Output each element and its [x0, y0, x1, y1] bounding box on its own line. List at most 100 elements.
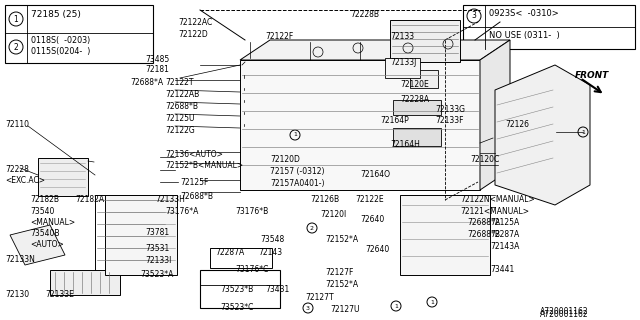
Bar: [200, 270, 280, 308]
Text: 72125F: 72125F: [180, 178, 209, 187]
Text: A720001162: A720001162: [540, 307, 589, 316]
Text: 72127T: 72127T: [305, 293, 333, 302]
Text: 72136<AUTO>: 72136<AUTO>: [165, 150, 223, 159]
Text: <MANUAL>: <MANUAL>: [30, 218, 75, 227]
Text: 72182B: 72182B: [30, 195, 59, 204]
Text: 0923S<  -0310>: 0923S< -0310>: [489, 9, 559, 18]
Text: 72688*A: 72688*A: [467, 218, 500, 227]
Text: 72133N: 72133N: [5, 255, 35, 264]
Text: 72228: 72228: [5, 165, 29, 174]
Text: 73523*C: 73523*C: [220, 303, 253, 312]
Bar: [385, 58, 420, 78]
Text: 72122G: 72122G: [165, 126, 195, 135]
Text: 72164P: 72164P: [380, 116, 409, 125]
Text: 73531: 73531: [145, 244, 169, 253]
Bar: [5, 5, 153, 63]
Text: 73485: 73485: [145, 55, 169, 64]
Text: 73523*A: 73523*A: [140, 270, 173, 279]
Text: 72120C: 72120C: [470, 155, 499, 164]
Text: 73548: 73548: [260, 235, 284, 244]
Bar: [393, 128, 441, 146]
Text: 72126: 72126: [505, 120, 529, 129]
Text: 1: 1: [394, 303, 398, 308]
Text: 72688*B: 72688*B: [165, 102, 198, 111]
Text: NO USE (0311-  ): NO USE (0311- ): [489, 31, 560, 40]
Text: 1: 1: [13, 14, 19, 23]
Text: 1: 1: [581, 130, 585, 134]
Text: 72152*A: 72152*A: [325, 280, 358, 289]
Bar: [38, 158, 88, 196]
Text: 72125A: 72125A: [490, 218, 519, 227]
Text: 72110: 72110: [5, 120, 29, 129]
Bar: [390, 20, 460, 62]
Bar: [393, 100, 441, 115]
Text: 72688*B: 72688*B: [180, 192, 213, 201]
Text: 1: 1: [293, 132, 297, 138]
Text: 72122AB: 72122AB: [165, 90, 199, 99]
Text: 2: 2: [310, 226, 314, 230]
Bar: [95, 195, 167, 275]
Text: 72122F: 72122F: [265, 32, 293, 41]
Text: 72157A0401-): 72157A0401-): [270, 179, 324, 188]
Text: 73431: 73431: [265, 285, 289, 294]
Polygon shape: [240, 60, 480, 190]
Text: 72182A: 72182A: [75, 195, 104, 204]
Text: 73441: 73441: [490, 265, 515, 274]
Bar: [400, 195, 490, 275]
Text: 72126B: 72126B: [310, 195, 339, 204]
Text: 72640: 72640: [365, 245, 389, 254]
Text: 72120D: 72120D: [270, 155, 300, 164]
Text: 0115S(0204-  ): 0115S(0204- ): [31, 47, 90, 56]
Bar: [210, 248, 272, 268]
Text: 72133F: 72133F: [435, 116, 463, 125]
Text: 72130: 72130: [5, 290, 29, 299]
Text: 72181: 72181: [145, 65, 169, 74]
Text: 72688*B: 72688*B: [467, 230, 500, 239]
Text: 73176*C: 73176*C: [235, 265, 268, 274]
Text: 72640: 72640: [360, 215, 384, 224]
Text: 72228B: 72228B: [350, 10, 379, 19]
Text: 72133H: 72133H: [155, 195, 185, 204]
Text: 72143A: 72143A: [490, 242, 520, 251]
Text: 72122E: 72122E: [355, 195, 383, 204]
Text: 72143: 72143: [258, 248, 282, 257]
Text: 72287A: 72287A: [215, 248, 244, 257]
Text: 72688*A: 72688*A: [130, 78, 163, 87]
Text: 73523*B: 73523*B: [220, 285, 253, 294]
Text: 72127U: 72127U: [330, 305, 360, 314]
Text: 72133E: 72133E: [45, 290, 74, 299]
Text: A720001162: A720001162: [540, 310, 589, 319]
Text: 72185 (25): 72185 (25): [31, 10, 81, 19]
Text: 72122D: 72122D: [178, 30, 208, 39]
Text: 72228A: 72228A: [400, 95, 429, 104]
Text: 72133I: 72133I: [145, 256, 172, 265]
Text: 72164O: 72164O: [360, 170, 390, 179]
Text: FRONT: FRONT: [575, 71, 609, 80]
Text: 72164H: 72164H: [390, 140, 420, 149]
Bar: [463, 5, 635, 49]
Text: 3: 3: [472, 12, 476, 20]
Text: <EXC.AC>: <EXC.AC>: [5, 176, 45, 185]
Text: 72133J: 72133J: [390, 58, 417, 67]
Polygon shape: [480, 40, 510, 190]
Text: 3: 3: [306, 306, 310, 310]
Text: 0118S(  -0203): 0118S( -0203): [31, 36, 90, 45]
Bar: [50, 270, 120, 295]
Text: 72127F: 72127F: [325, 268, 353, 277]
Text: 72122T: 72122T: [165, 78, 193, 87]
Text: 72133G: 72133G: [435, 105, 465, 114]
Text: 72152*A: 72152*A: [325, 235, 358, 244]
Polygon shape: [10, 225, 65, 265]
Text: 72125U: 72125U: [165, 114, 195, 123]
Text: 72287A: 72287A: [490, 230, 519, 239]
Text: 72122AC: 72122AC: [178, 18, 212, 27]
Text: 72133: 72133: [390, 32, 414, 41]
Text: 72157 (-0312): 72157 (-0312): [270, 167, 324, 176]
Text: 2: 2: [13, 43, 19, 52]
Polygon shape: [240, 40, 510, 60]
Text: 72120I: 72120I: [320, 210, 346, 219]
Text: 73540: 73540: [30, 207, 54, 216]
Bar: [410, 70, 438, 88]
Text: 1: 1: [430, 300, 434, 305]
Text: 72121<MANUAL>: 72121<MANUAL>: [460, 207, 529, 216]
